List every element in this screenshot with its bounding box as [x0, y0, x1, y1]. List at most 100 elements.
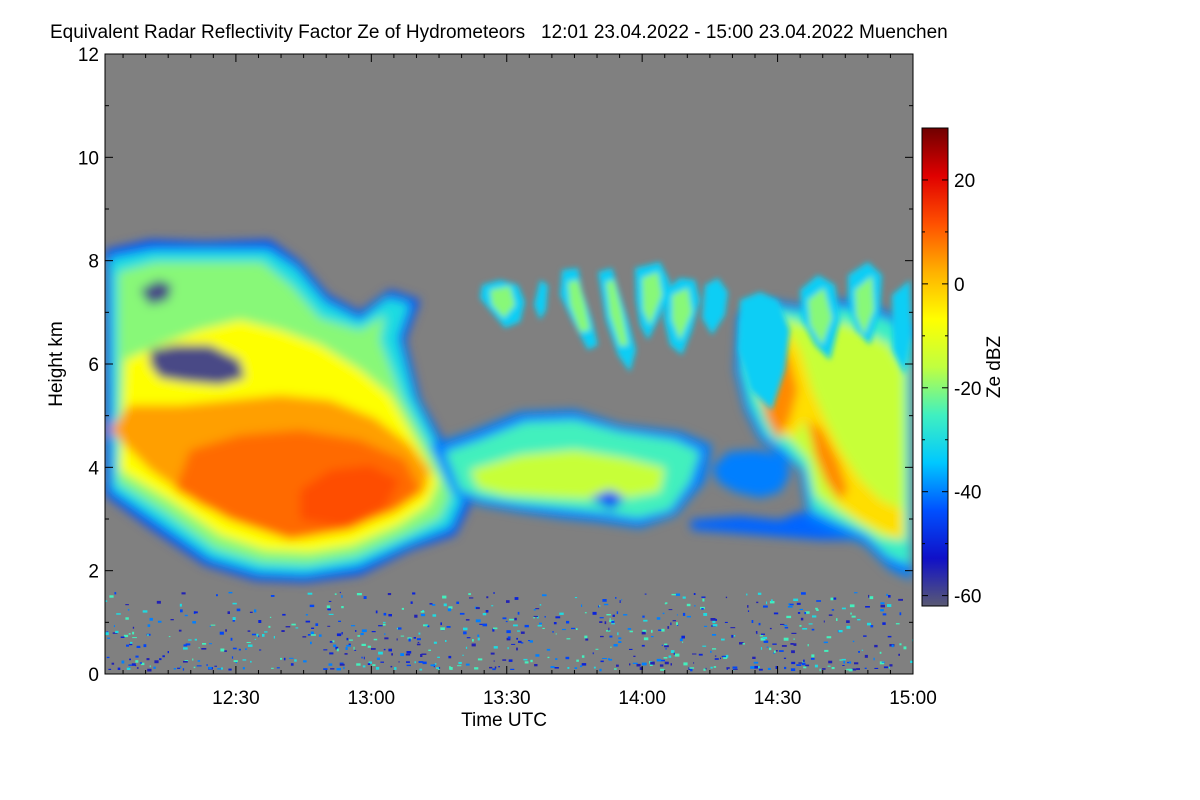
clutter-speckle [851, 668, 857, 671]
clutter-speckle [780, 623, 785, 625]
clutter-speckle [618, 641, 622, 643]
clutter-speckle [349, 639, 353, 641]
clutter-speckle [783, 624, 788, 627]
clutter-speckle [440, 622, 442, 626]
clutter-speckle [502, 617, 507, 620]
fall-streak [892, 280, 912, 375]
clutter-speckle [328, 600, 332, 602]
clutter-speckle [485, 610, 489, 613]
y-tick-label: 4 [88, 458, 99, 479]
clutter-speckle [783, 637, 789, 641]
clutter-speckle [302, 636, 307, 638]
clutter-speckle [193, 666, 196, 669]
clutter-speckle [129, 658, 131, 661]
clutter-speckle [362, 665, 366, 668]
clutter-speckle [665, 602, 668, 604]
clutter-speckle [448, 606, 453, 609]
clutter-speckle [710, 618, 716, 621]
clutter-speckle [766, 601, 768, 605]
clutter-speckle [311, 627, 315, 629]
clutter-speckle [128, 664, 132, 666]
clutter-speckle [307, 592, 313, 595]
clutter-speckle [883, 666, 889, 669]
clutter-speckle [167, 651, 169, 654]
clutter-speckle [228, 591, 233, 594]
clutter-speckle [903, 646, 907, 650]
clutter-speckle [773, 612, 779, 615]
clutter-speckle [477, 634, 480, 637]
clutter-speckle [291, 623, 296, 626]
clutter-speckle [661, 644, 663, 646]
late-cells-core [808, 420, 848, 500]
clutter-speckle [247, 644, 253, 647]
fall-streak [702, 278, 728, 335]
clutter-speckle [660, 668, 665, 671]
fall-streak-core [568, 280, 590, 332]
clutter-speckle [107, 637, 111, 639]
clutter-speckle [662, 612, 665, 615]
clutter-speckle [417, 641, 420, 643]
colorbar-tick-label: 20 [954, 171, 975, 192]
clutter-speckle [338, 620, 341, 622]
clutter-speckle [623, 614, 628, 616]
x-tick-label: 14:30 [754, 688, 802, 709]
clutter-speckle [791, 650, 795, 654]
clutter-speckle [262, 634, 265, 637]
clutter-speckle [428, 649, 431, 651]
clutter-speckle [664, 643, 668, 646]
clutter-speckle [805, 611, 810, 614]
clutter-speckle [753, 661, 759, 664]
clutter-speckle [472, 639, 474, 642]
colorbar-tick-label: -60 [954, 587, 981, 608]
clutter-speckle [194, 638, 197, 641]
clutter-speckle [672, 620, 676, 622]
clutter-speckle [341, 632, 343, 635]
clutter-speckle [608, 627, 610, 631]
clutter-speckle [790, 668, 796, 671]
clutter-speckle [433, 641, 437, 644]
clutter-speckle [702, 645, 707, 647]
clutter-speckle [398, 627, 402, 630]
clutter-speckle [173, 668, 177, 670]
clutter-speckle [517, 611, 520, 615]
clutter-speckle [318, 634, 322, 637]
clutter-speckle [755, 631, 758, 634]
clutter-speckle [332, 640, 335, 643]
clutter-speckle [113, 625, 115, 627]
clutter-speckle [804, 612, 807, 615]
clutter-speckle [378, 625, 383, 627]
clutter-speckle [396, 627, 399, 630]
clutter-speckle [295, 627, 299, 629]
clutter-speckle [290, 663, 294, 666]
x-tick-label: 12:30 [212, 688, 260, 709]
clutter-speckle [420, 611, 425, 613]
clutter-speckle [760, 637, 766, 641]
clutter-speckle [219, 631, 224, 635]
clutter-speckle [882, 613, 887, 616]
clutter-speckle [422, 661, 427, 665]
clutter-speckle [606, 614, 611, 616]
clutter-speckle [339, 663, 345, 666]
echo-gap [150, 345, 245, 385]
clutter-speckle [746, 593, 748, 596]
clutter-speckle [180, 609, 183, 613]
clutter-speckle [603, 603, 609, 606]
clutter-speckle [799, 608, 803, 611]
clutter-speckle [281, 630, 285, 632]
clutter-speckle [841, 658, 846, 661]
clutter-speckle [879, 651, 882, 654]
clutter-speckle [112, 632, 118, 634]
clutter-speckle [633, 655, 636, 657]
clutter-speckle [371, 631, 376, 633]
clutter-speckle [888, 595, 891, 598]
clutter-speckle [387, 593, 392, 596]
clutter-speckle [658, 629, 663, 631]
clutter-speckle [459, 612, 465, 615]
clutter-speckle [391, 653, 393, 656]
clutter-speckle [430, 664, 436, 667]
clutter-speckle [580, 665, 583, 668]
clutter-speckle [445, 640, 447, 642]
clutter-speckle [867, 622, 871, 626]
clutter-speckle [153, 666, 156, 669]
clutter-speckle [675, 593, 681, 596]
